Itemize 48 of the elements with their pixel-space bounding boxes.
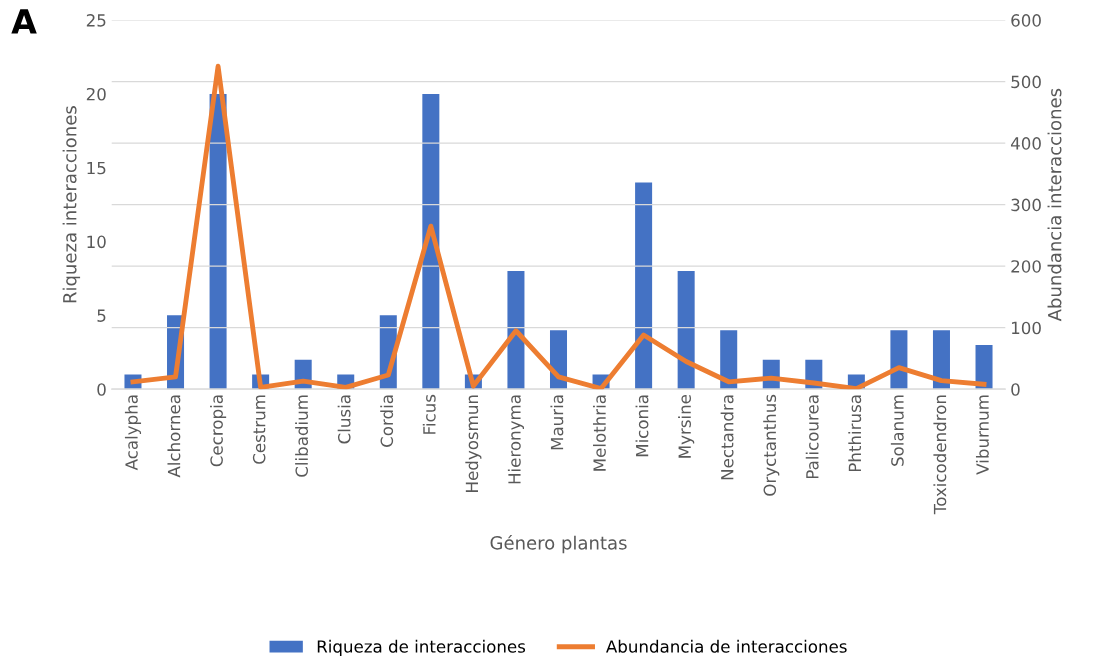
y-tick-label: 15 [87,161,106,175]
y2-tick-label: 200 [1011,260,1041,273]
y-tick-label: 5 [97,309,106,322]
bar [507,271,525,390]
y-axis-title: Riqueza interacciones [62,106,81,303]
legend-label: Riqueza de interacciones [317,639,526,656]
x-tick-label: Acalypha [124,395,142,471]
bar [677,271,695,390]
y2-axis-title: Abundancia interacciones [1047,88,1062,322]
x-tick-label: Viburnum [975,395,989,475]
x-tick-label: Ficus [422,394,436,434]
x-tick-label: Hieronyma [507,395,525,484]
x-axis-title: Género plantas [490,534,627,554]
x-tick-label: Toxicodendron [933,395,947,515]
y-tick-label: 10 [87,235,106,249]
bar [932,330,950,390]
bar [635,182,653,390]
y2-tick-label: 300 [1011,198,1041,212]
x-tick-label: Hedyosmun [465,395,482,492]
y2-tick-label: 100 [1011,321,1041,335]
x-tick-label: Palicourea [805,395,819,479]
x-tick-label: Myrsine [678,394,695,458]
bar [975,344,993,390]
y2-tick-label: 0 [1011,383,1020,396]
bar [209,93,227,390]
x-tick-label: Melothria [592,395,606,471]
x-tick-label: Cordia [380,395,394,447]
y-tick-label: 0 [97,383,106,396]
x-tick-label: Clusia [337,395,351,444]
x-tick-label: Miconia [635,395,649,457]
bar [422,93,440,390]
x-tick-label: Phthirusa [848,395,862,472]
x-tick-label: Clibadium [295,395,309,477]
chart-title: A [11,9,37,34]
legend-label: Abundancia de interacciones [606,639,847,653]
x-tick-label: Cestrum [252,395,266,464]
x-tick-label: Solanum [890,395,904,466]
x-tick-label: Alchornea [167,395,181,478]
y-tick-label: 25 [86,14,106,27]
y2-tick-label: 500 [1011,75,1041,89]
x-tick-label: Nectandra [720,395,734,480]
y2-tick-label: 600 [1011,14,1041,27]
x-tick-label: Oryctanthus [763,394,780,496]
line-series [130,63,987,390]
x-tick-label: Cecropia [210,395,227,467]
x-tick-label: Mauria [550,395,564,450]
y-tick-label: 20 [86,87,106,101]
y2-tick-label: 400 [1010,137,1041,150]
